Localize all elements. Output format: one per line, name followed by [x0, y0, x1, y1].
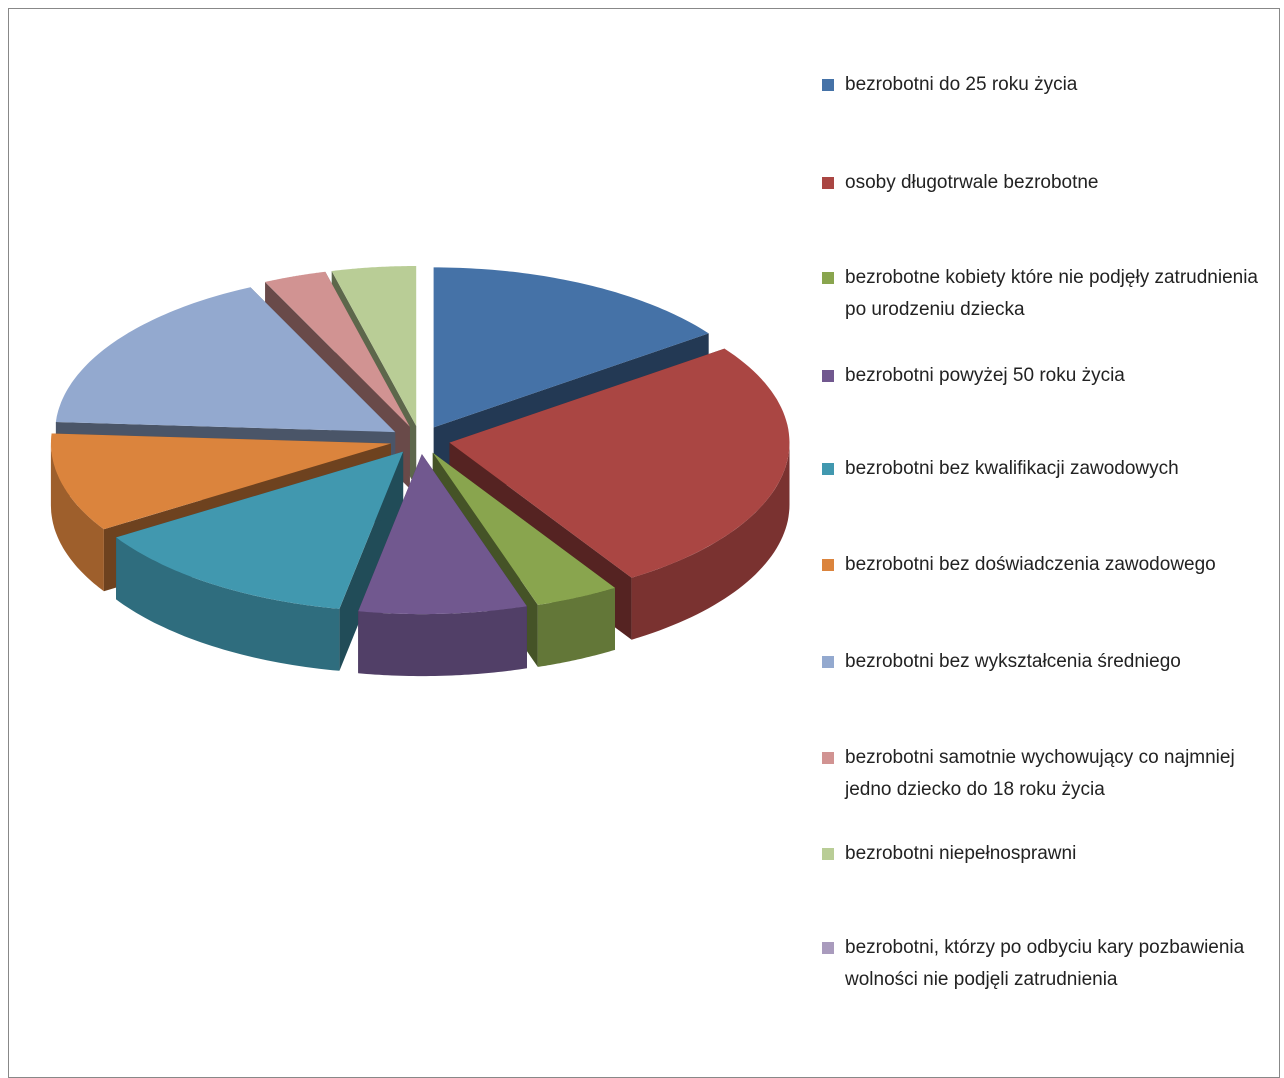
legend-label: bezrobotni powyżej 50 roku życia [845, 365, 1125, 386]
slice-wall [358, 606, 527, 677]
slice [116, 451, 404, 671]
legend-label: bezrobotni do 25 roku życia [845, 74, 1078, 95]
slice-top [265, 271, 410, 427]
legend-entry: bezrobotne kobiety które nie podjęły zat… [822, 262, 1262, 326]
legend-entry: bezrobotni samotnie wychowujący co najmn… [822, 742, 1262, 806]
slice-top [358, 454, 527, 615]
legend-entry: bezrobotni, którzy po odbyciu kary pozba… [822, 932, 1262, 996]
legend-entry: osoby długotrwale bezrobotne [822, 167, 1262, 199]
legend-entry: bezrobotni bez kwalifikacji zawodowych [822, 453, 1262, 485]
legend-entry: bezrobotni bez doświadczenia zawodowego [822, 549, 1262, 581]
slice-wall [537, 587, 615, 667]
legend-label: bezrobotne kobiety które nie podjęły zat… [845, 267, 1258, 320]
slice-wall [50, 443, 104, 592]
legend-label: bezrobotni bez kwalifikacji zawodowych [845, 458, 1179, 479]
legend-label: bezrobotni bez doświadczenia zawodowego [845, 554, 1216, 575]
legend-label: bezrobotni, którzy po odbyciu kary pozba… [845, 937, 1245, 990]
slice-wall [116, 537, 340, 671]
legend-swatch [822, 559, 834, 571]
legend-entry: bezrobotni bez wykształcenia średniego [822, 646, 1262, 678]
legend-label: osoby długotrwale bezrobotne [845, 172, 1099, 193]
slice-wall [631, 442, 790, 640]
legend-swatch [822, 177, 834, 189]
slice [358, 454, 527, 677]
legend-swatch [822, 848, 834, 860]
slice-top [432, 452, 615, 605]
legend-entry: bezrobotni niepełnosprawni [822, 838, 1262, 870]
legend-swatch [822, 79, 834, 91]
legend-swatch [822, 370, 834, 382]
legend-entry: bezrobotni powyżej 50 roku życia [822, 360, 1262, 392]
slice-top [116, 451, 404, 609]
slice-top [331, 266, 417, 426]
legend-label: bezrobotni samotnie wychowujący co najmn… [845, 747, 1235, 800]
legend-swatch [822, 656, 834, 668]
slice-top [433, 267, 709, 428]
legend-swatch [822, 752, 834, 764]
legend-entry: bezrobotni do 25 roku życia [822, 69, 1262, 101]
slice-top [449, 348, 790, 578]
legend-swatch [822, 272, 834, 284]
slice-top [55, 287, 396, 433]
legend-swatch [822, 942, 834, 954]
legend-swatch [822, 463, 834, 475]
slice-top [50, 433, 391, 530]
legend-label: bezrobotni bez wykształcenia średniego [845, 651, 1181, 672]
legend-label: bezrobotni niepełnosprawni [845, 843, 1077, 864]
